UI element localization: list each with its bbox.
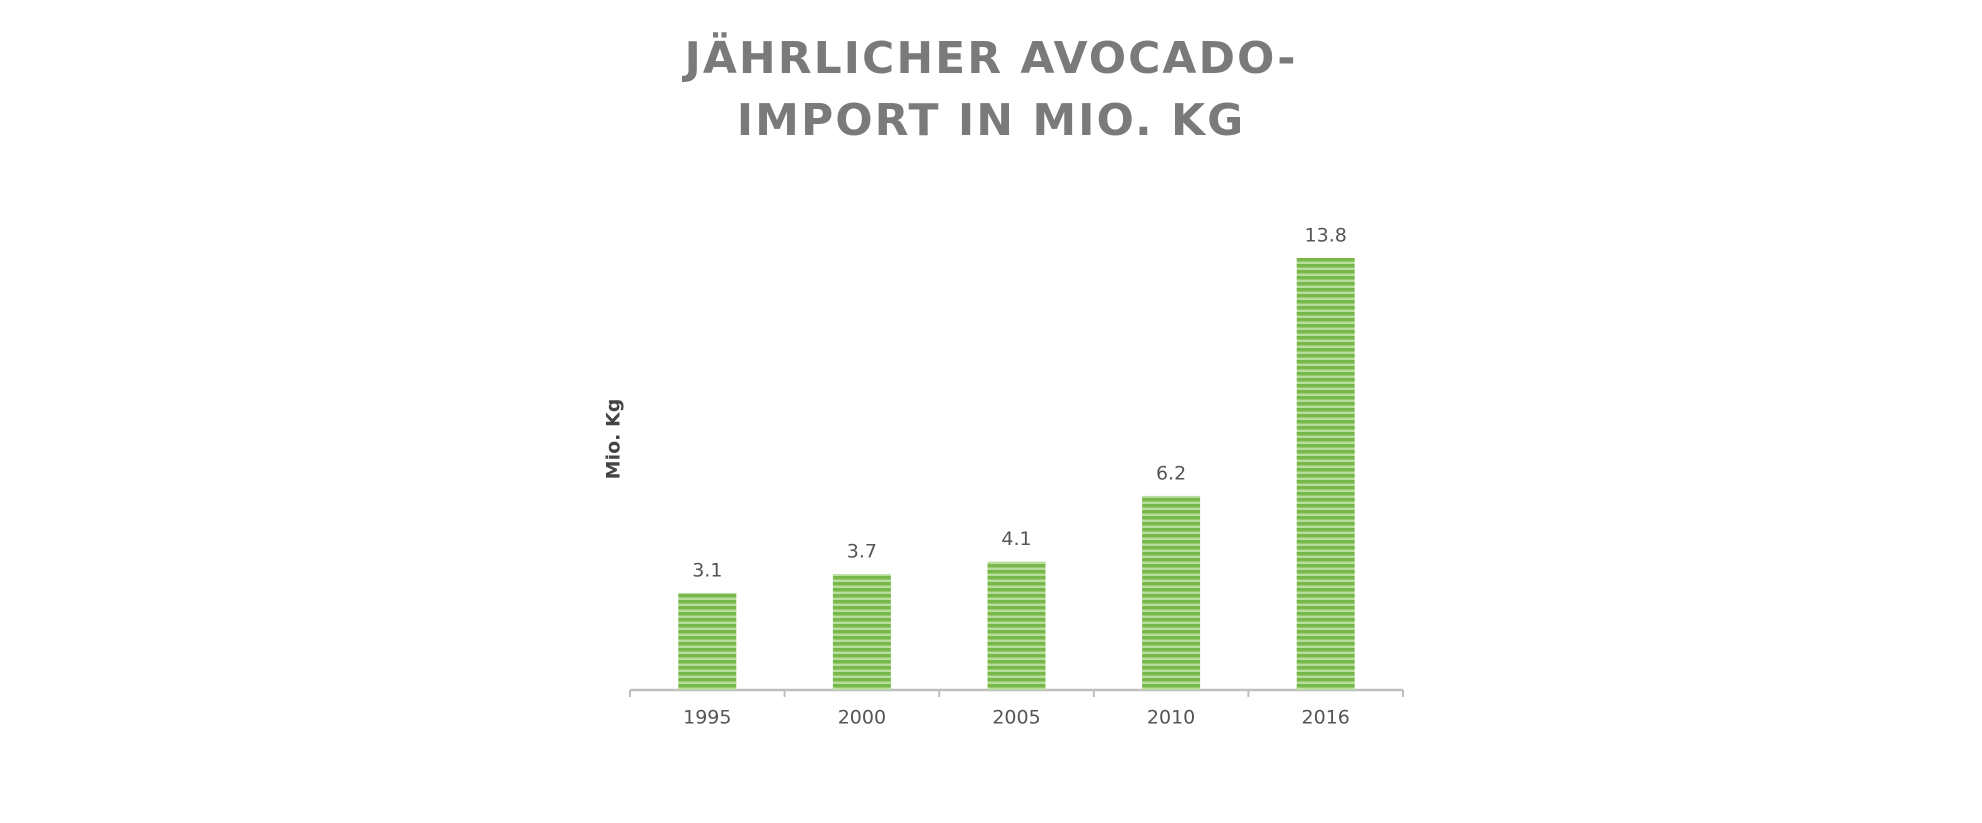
data-label: 13.8	[1305, 225, 1347, 247]
bar	[1142, 495, 1201, 690]
data-label: 4.1	[1001, 528, 1031, 550]
x-tick-label: 1995	[683, 707, 731, 729]
chart-title: JÄHRLICHER AVOCADO-	[681, 31, 1297, 84]
bar	[1296, 258, 1355, 690]
x-tick-label: 2016	[1302, 707, 1350, 729]
bar	[987, 561, 1046, 690]
bar	[678, 592, 737, 690]
data-label: 3.1	[692, 559, 722, 581]
data-label: 3.7	[847, 541, 877, 563]
x-tick-label: 2010	[1147, 707, 1195, 729]
bar	[832, 574, 891, 690]
data-label: 6.2	[1156, 462, 1186, 484]
chart-title: IMPORT IN MIO. KG	[737, 95, 1245, 146]
x-tick-label: 2005	[992, 707, 1040, 729]
x-tick-label: 2000	[838, 707, 886, 729]
y-axis-label: Mio. Kg	[603, 399, 625, 480]
